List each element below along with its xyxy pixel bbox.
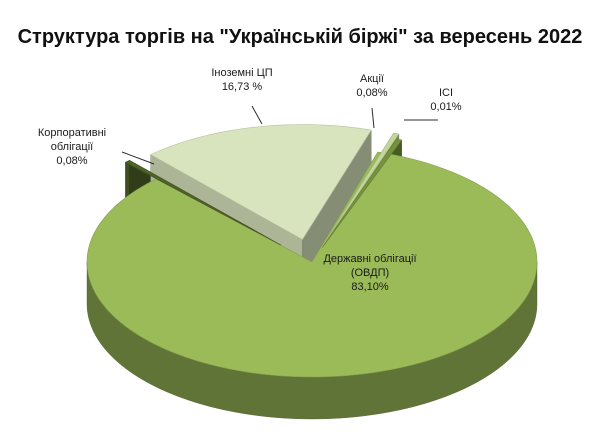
slice-label-line: 0,01% bbox=[430, 101, 461, 113]
pie-slice bbox=[324, 132, 400, 243]
slice-label-line: облігації bbox=[51, 141, 93, 153]
slice-label-line: (ОВДП) bbox=[351, 267, 389, 279]
slice-label-line: 0,08% bbox=[356, 87, 387, 99]
slice-label-line: Акції bbox=[360, 73, 384, 85]
leader-line bbox=[121, 151, 155, 165]
pie-slice bbox=[86, 151, 538, 378]
slice-label-line: ІСІ bbox=[439, 87, 453, 99]
slice-label: Корпоративні облігації 0,08% bbox=[38, 127, 106, 167]
chart-title: Структура торгів на "Українській біржі" … bbox=[17, 26, 583, 48]
slice-label: Державні облігації (ОВДП) 83,10% bbox=[323, 253, 416, 293]
slice-label-line: 83,10% bbox=[351, 281, 389, 293]
leader-line bbox=[251, 105, 263, 125]
slice-label-line: Корпоративні bbox=[38, 127, 106, 139]
pie-slice bbox=[150, 124, 372, 240]
slice-label: Іноземні ЦП 16,73 % bbox=[211, 67, 272, 93]
slice-label-line: Державні облігації bbox=[323, 253, 416, 265]
leader-line bbox=[371, 107, 375, 129]
slice-label: ІСІ 0,01% bbox=[430, 87, 461, 113]
slice-label-line: 0,08% bbox=[56, 155, 87, 167]
pie-slice bbox=[124, 159, 282, 246]
pie-slice bbox=[321, 138, 403, 248]
slice-label-line: 16,73 % bbox=[222, 81, 263, 93]
slice-label: Акції 0,08% bbox=[356, 73, 387, 99]
slice-label-line: Іноземні ЦП bbox=[211, 67, 272, 79]
pie-tops bbox=[86, 124, 538, 378]
